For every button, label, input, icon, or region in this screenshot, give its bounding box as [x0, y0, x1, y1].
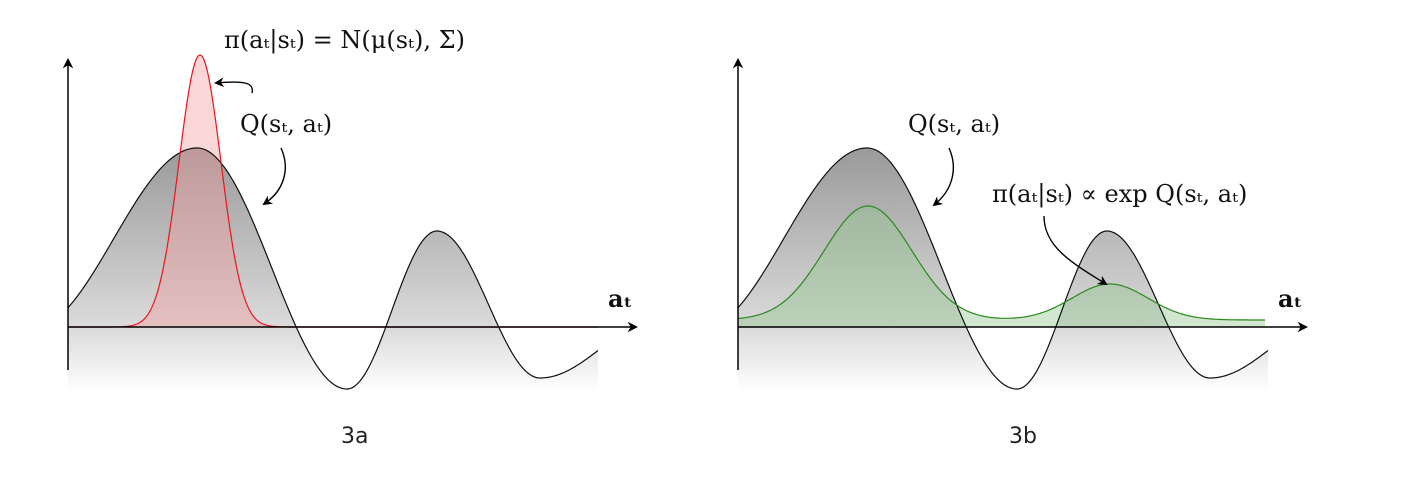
q-label-3b: Q(sₜ, aₜ)	[908, 110, 1001, 138]
q-arrow-3a	[262, 147, 286, 206]
q-curve	[67, 147, 599, 390]
axis-label-3a: aₜ	[608, 284, 633, 313]
policy-label-3a: π(aₜ|sₜ) = N(μ(sₜ), Σ)	[224, 26, 465, 54]
caption-3b: 3b	[1009, 424, 1037, 449]
axis-label-3b: aₜ	[1278, 284, 1303, 313]
q-fill	[738, 148, 1268, 392]
policy-curve	[737, 205, 1265, 321]
policy-arrow-3a	[214, 77, 254, 94]
policy-fill	[738, 206, 1265, 327]
q-fill	[68, 148, 598, 392]
policy-arrow-3b	[1043, 215, 1108, 286]
q-curve	[737, 147, 1269, 390]
q-arrow-3b	[932, 147, 955, 207]
q-label-3a: Q(sₜ, aₜ)	[240, 110, 333, 138]
caption-3a: 3a	[341, 424, 369, 449]
policy-label-3b: π(aₜ|sₜ) ∝ exp Q(sₜ, aₜ)	[992, 180, 1248, 208]
policy-fill	[68, 55, 598, 327]
